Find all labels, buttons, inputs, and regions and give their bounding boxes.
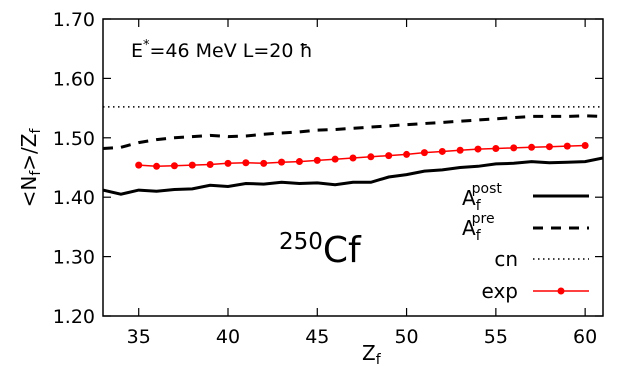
data-point-exp — [456, 146, 464, 154]
data-point-exp — [313, 156, 321, 164]
data-point-exp — [135, 161, 143, 169]
tick-layer: 35 40 45 50 55 60 1.20 1.30 1.40 1.50 1.60 1.70 — [53, 9, 603, 348]
y-tick-label: 1.70 — [53, 9, 95, 31]
data-point-exp — [170, 162, 178, 170]
data-point-exp — [278, 158, 286, 166]
data-point-exp — [420, 149, 428, 157]
data-point-exp — [224, 159, 232, 167]
series-line-post — [103, 156, 603, 196]
data-point-exp — [260, 159, 268, 167]
data-point-exp — [295, 158, 303, 166]
x-tick-label: 45 — [305, 326, 329, 348]
series-layer — [103, 106, 603, 196]
x-axis-label: Zf — [362, 341, 382, 367]
data-point-exp — [206, 161, 214, 169]
data-point-exp — [188, 161, 196, 169]
x-tick-label: 55 — [484, 326, 508, 348]
y-tick-label: 1.40 — [53, 187, 95, 209]
data-point-exp — [331, 155, 339, 163]
plot-frame — [102, 18, 604, 317]
legend-marker-exp — [557, 287, 565, 295]
data-point-exp — [581, 142, 589, 150]
data-point-exp — [349, 154, 357, 162]
x-tick-label: 40 — [216, 326, 240, 348]
data-point-exp — [403, 150, 411, 158]
legend: Afpost Afpre cn exp — [462, 181, 589, 303]
data-point-exp — [153, 162, 161, 170]
y-tick-label: 1.30 — [53, 247, 95, 269]
x-tick-label: 60 — [573, 326, 597, 348]
data-point-exp — [367, 153, 375, 161]
data-point-exp — [474, 145, 482, 153]
data-point-exp — [385, 152, 393, 160]
y-tick-label: 1.20 — [53, 306, 95, 328]
y-axis-label: <Nf>/Zf — [17, 128, 44, 208]
legend-label-exp: exp — [482, 279, 518, 303]
data-point-exp — [545, 143, 553, 151]
legend-label-pre: Afpre — [462, 211, 495, 244]
data-point-exp — [242, 159, 250, 167]
series-line-pre — [103, 114, 603, 150]
nucleus-label: 250Cf — [279, 229, 362, 271]
data-point-exp — [438, 147, 446, 155]
y-tick-label: 1.50 — [53, 128, 95, 150]
legend-label-post: Afpost — [462, 181, 502, 214]
data-point-exp — [492, 144, 500, 152]
x-tick-label: 50 — [394, 326, 418, 348]
data-point-exp — [563, 142, 571, 150]
y-tick-label: 1.60 — [53, 68, 95, 90]
x-tick-label: 35 — [127, 326, 151, 348]
data-point-exp — [510, 144, 518, 152]
legend-label-cn: cn — [494, 247, 518, 271]
data-point-exp — [528, 143, 536, 151]
annotation-energy: E*=46 MeV L=20 ħ — [131, 38, 313, 62]
